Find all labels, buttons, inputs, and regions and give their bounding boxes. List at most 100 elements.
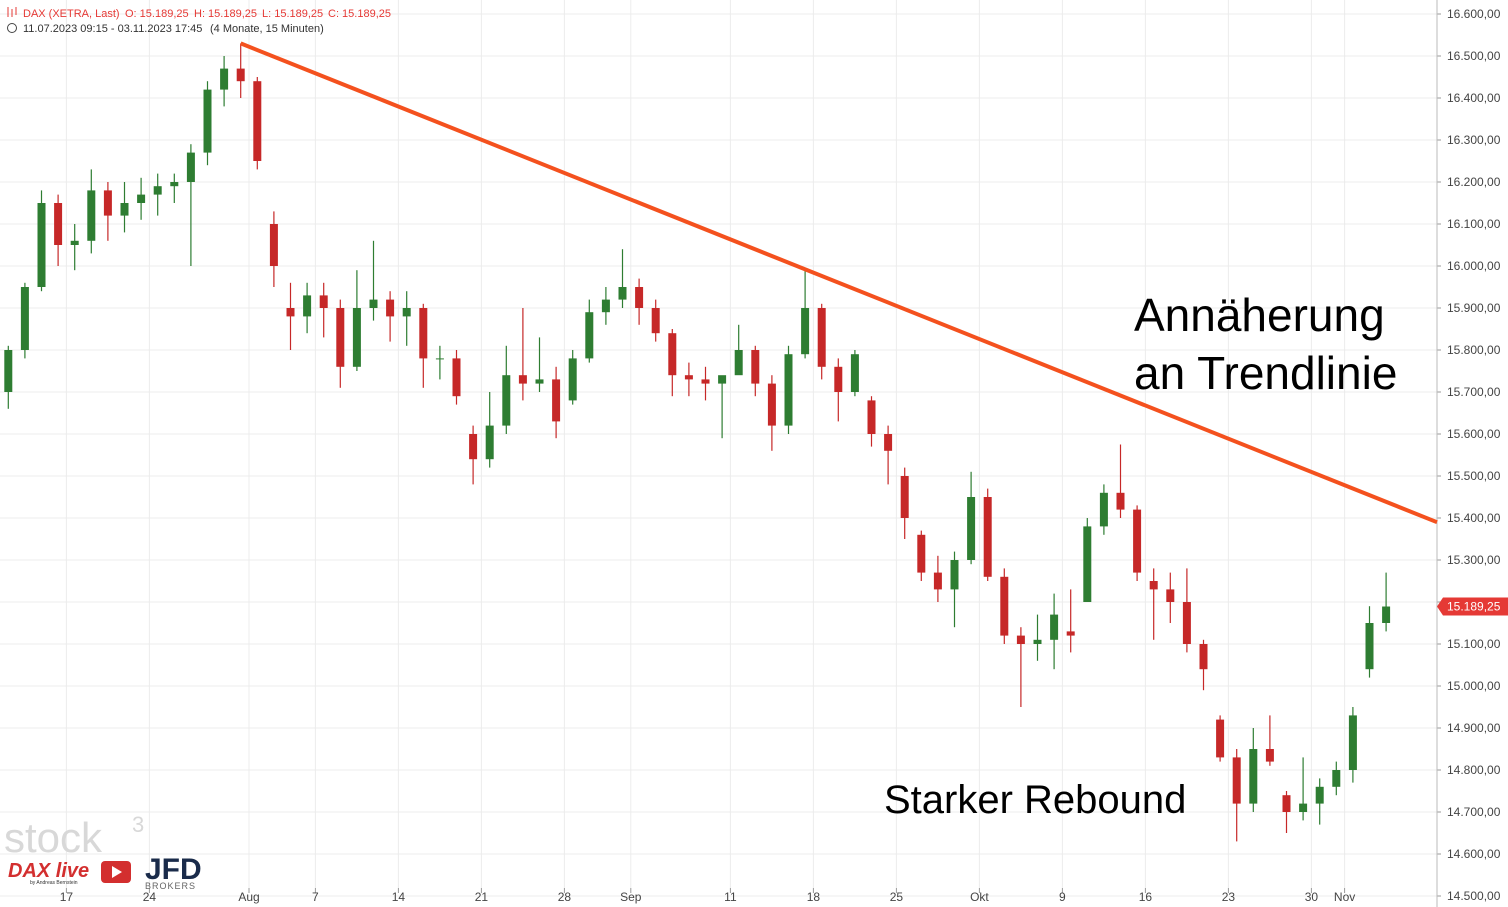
y-tick-label: 14.500,00 — [1447, 889, 1501, 903]
x-tick-label: 7 — [312, 890, 319, 904]
x-tick-label: 17 — [60, 890, 74, 904]
y-tick-label: 15.700,00 — [1447, 385, 1501, 399]
candle-body — [1282, 795, 1291, 812]
candle-body — [1050, 614, 1059, 640]
candle-body — [137, 194, 146, 203]
y-tick-label: 15.000,00 — [1447, 679, 1501, 693]
play-triangle — [112, 866, 122, 878]
x-tick-label: 9 — [1059, 890, 1066, 904]
y-tick-label: 16.300,00 — [1447, 133, 1501, 147]
candle-body — [1365, 623, 1374, 670]
candle-body — [54, 203, 63, 245]
candle-body — [435, 358, 444, 360]
candle-body — [718, 375, 727, 384]
candle-body — [900, 476, 909, 518]
last-price-label: 15.189,25 — [1447, 600, 1501, 614]
candle-body — [1232, 757, 1241, 804]
candles — [4, 43, 1391, 842]
candle-body — [734, 350, 743, 376]
x-tick-label: 16 — [1139, 890, 1153, 904]
x-tick-label: 24 — [143, 890, 157, 904]
x-tick-label: 25 — [890, 890, 904, 904]
candle-body — [1332, 770, 1341, 787]
x-tick-label: 11 — [724, 890, 737, 904]
date-range: 11.07.2023 09:15 - 03.11.2023 17:45 — [23, 23, 202, 35]
candle-body — [1265, 749, 1274, 762]
candle-body — [1199, 644, 1208, 670]
y-tick-label: 15.900,00 — [1447, 301, 1501, 315]
candle-body — [1133, 509, 1142, 573]
candle-body — [70, 240, 79, 245]
candle-body — [37, 203, 46, 287]
candle-body — [1116, 492, 1125, 510]
y-tick-label: 14.900,00 — [1447, 721, 1501, 735]
candle-body — [452, 358, 461, 397]
candle-body — [170, 182, 179, 187]
x-tick-label: Nov — [1334, 890, 1355, 904]
candle-body — [801, 308, 810, 355]
instrument: DAX (XETRA, Last) — [23, 8, 120, 20]
ohlc-close: C: 15.189,25 — [328, 8, 391, 20]
candle-body — [352, 308, 361, 367]
candle-body — [1166, 589, 1175, 602]
y-tick-label: 16.200,00 — [1447, 175, 1501, 189]
candle-body — [651, 308, 660, 334]
candle-body — [552, 379, 561, 422]
candle-body — [635, 287, 644, 308]
candle-body — [1099, 492, 1108, 527]
candle-body — [933, 572, 942, 590]
x-tick-label: Sep — [620, 890, 642, 904]
candle-body — [867, 400, 876, 434]
clock-icon — [7, 23, 17, 33]
x-tick-label: Aug — [238, 890, 259, 904]
candle-body — [535, 379, 544, 384]
candle-body — [87, 190, 96, 241]
x-tick-label: 21 — [475, 890, 489, 904]
candle-body — [203, 89, 212, 153]
y-tick-label: 15.100,00 — [1447, 637, 1501, 651]
y-tick-label: 15.800,00 — [1447, 343, 1501, 357]
candle-body — [303, 295, 312, 317]
x-tick-label: 23 — [1222, 890, 1236, 904]
candle-body — [1315, 786, 1324, 804]
candle-body — [103, 190, 112, 216]
period: (4 Monate, 15 Minuten) — [210, 23, 324, 35]
candle-body — [369, 299, 378, 308]
candle-body — [618, 287, 627, 300]
logo-stock: stock — [4, 814, 103, 861]
candle-body — [1033, 639, 1042, 644]
candle-body — [485, 425, 494, 460]
y-tick-label: 15.300,00 — [1447, 553, 1501, 567]
candle-body — [20, 287, 29, 350]
logo-broker: JFD — [145, 853, 202, 886]
candle-body — [1149, 581, 1158, 590]
candle-body — [1216, 719, 1225, 758]
header: DAX (XETRA, Last) O: 15.189,25 H: 15.189… — [7, 7, 391, 35]
y-tick-label: 14.700,00 — [1447, 805, 1501, 819]
candle-body — [1249, 749, 1258, 804]
candle-body — [950, 560, 959, 590]
candle-body — [585, 312, 594, 359]
y-tick-label: 15.400,00 — [1447, 511, 1501, 525]
candle-body — [502, 375, 511, 426]
logo-byline: by Andreas Bernstein — [30, 880, 78, 886]
candle-body — [601, 299, 610, 313]
candle-body — [386, 299, 395, 317]
candle-body — [668, 333, 677, 376]
y-tick-label: 16.400,00 — [1447, 91, 1501, 105]
candle-body — [751, 350, 760, 384]
candle-body — [1016, 635, 1025, 644]
last-price-marker — [1437, 597, 1508, 616]
y-tick-label: 16.000,00 — [1447, 259, 1501, 273]
candle-body — [1083, 526, 1092, 602]
candle-body — [1348, 715, 1357, 770]
candle-body — [518, 375, 527, 384]
candle-body — [319, 295, 328, 308]
candle-body — [817, 308, 826, 367]
candle-body — [967, 497, 976, 560]
grid — [0, 0, 1441, 897]
y-tick-label: 14.800,00 — [1447, 763, 1501, 777]
y-tick-label: 16.500,00 — [1447, 49, 1501, 63]
y-tick-label: 16.100,00 — [1447, 217, 1501, 231]
